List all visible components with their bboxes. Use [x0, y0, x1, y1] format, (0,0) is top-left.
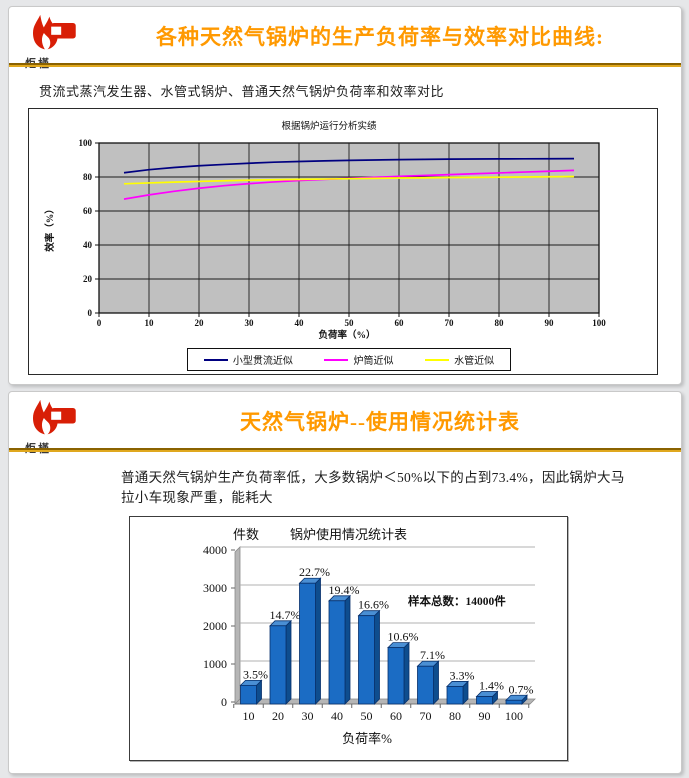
- x-tick-label: 40: [295, 318, 305, 328]
- x-tick-label: 70: [420, 709, 432, 723]
- legend-label: 水管近似: [454, 356, 495, 367]
- legend-item: 炉筒近似: [324, 352, 393, 367]
- y-tick-label: 20: [83, 274, 93, 284]
- company-logo: 炬槿: [25, 13, 95, 71]
- flame-logo-icon: [33, 399, 76, 435]
- y-tick-label: 80: [83, 172, 93, 182]
- efficiency-line-chart: 0 20 40 60 80 100 0 10 20 30 40 50 60 70 80 90 100 根据锅炉运行…: [44, 120, 606, 341]
- chart-legend: 小型贯流近似 炉筒近似 水管近似: [187, 348, 511, 371]
- slide-2-body-text: 普通天然气锅炉生产负荷率低，大多数锅炉＜50%以下的占到73.4%，因此锅炉大马…: [121, 470, 625, 505]
- legend-label: 小型贯流近似: [232, 356, 293, 367]
- x-tick-label: 50: [345, 318, 355, 328]
- bar-value-label: 10.6%: [388, 630, 419, 644]
- legend-item: 小型贯流近似: [203, 352, 293, 367]
- bar-side-3d: [315, 577, 321, 705]
- y-tick-label: 3000: [203, 581, 227, 595]
- header-rule: [9, 63, 681, 67]
- y-axis-title: 件数: [233, 527, 259, 542]
- bar: [269, 625, 287, 705]
- y-tick-label: 40: [83, 240, 93, 250]
- sample-total-note: 样本总数：14000件: [408, 594, 506, 608]
- x-tick-label: 80: [495, 318, 505, 328]
- x-axis-title: 负荷率%: [342, 731, 392, 746]
- slide-2-title: 天然气锅炉--使用情况统计表: [240, 410, 520, 434]
- x-tick-label: 60: [390, 709, 402, 723]
- legend-line-swatch: [203, 358, 228, 361]
- bar-value-label: 7.1%: [420, 648, 445, 662]
- x-tick-label: 100: [505, 709, 523, 723]
- bar: [358, 615, 375, 705]
- legend-label: 炉筒近似: [353, 356, 394, 367]
- bar: [476, 696, 493, 705]
- bar-value-label: 19.4%: [329, 583, 360, 597]
- slide-1-subtitle: 贯流式蒸汽发生器、水管式锅炉、普通天然气锅炉负荷率和效率对比: [39, 84, 445, 99]
- y-tick-label: 100: [79, 138, 93, 148]
- x-tick-label: 40: [331, 709, 343, 723]
- y-tick-label: 60: [83, 206, 93, 216]
- x-tick-label: 10: [243, 709, 255, 723]
- bar-side-3d: [285, 619, 292, 705]
- slide-2-header: 炬槿 天然气锅炉--使用情况统计表: [9, 392, 681, 455]
- y-tick-label: 1000: [203, 657, 227, 671]
- bar-value-label: 0.7%: [509, 682, 534, 696]
- bar: [417, 665, 434, 705]
- bar-value-label: 1.4%: [479, 679, 504, 693]
- legend-line-swatch: [425, 358, 450, 361]
- legend-item: 水管近似: [425, 352, 494, 367]
- x-tick-label: 30: [245, 318, 255, 328]
- bar-side-3d: [403, 641, 410, 705]
- slide-1-title: 各种天然气锅炉的生产负荷率与效率对比曲线:: [156, 25, 604, 49]
- x-tick-label: 80: [449, 709, 461, 723]
- bar: [446, 686, 464, 705]
- slide-2: 炬槿 天然气锅炉--使用情况统计表 普通天然气锅炉生产负荷率低，大多数锅炉＜50…: [8, 391, 682, 774]
- bar-side-3d: [344, 594, 351, 705]
- header-rule: [9, 448, 681, 452]
- x-tick-label: 90: [479, 709, 491, 723]
- bar: [240, 684, 257, 705]
- bar-side-3d: [374, 609, 380, 705]
- series-line: [123, 157, 575, 174]
- x-tick-label: 10: [145, 318, 155, 328]
- chart-title: 根据锅炉运行分析实绩: [281, 120, 377, 132]
- flame-logo-icon: [33, 14, 76, 50]
- bar-value-label: 16.6%: [358, 598, 389, 612]
- x-tick-label: 70: [445, 318, 455, 328]
- bar: [387, 647, 405, 705]
- slide-1-header: 炬槿 各种天然气锅炉的生产负荷率与效率对比曲线:: [9, 7, 681, 70]
- x-tick-label: 60: [395, 318, 405, 328]
- series-line: [123, 175, 575, 185]
- bar-side-3d: [433, 660, 439, 705]
- x-tick-label: 20: [272, 709, 284, 723]
- x-tick-label: 100: [592, 318, 606, 328]
- bar-value-label: 3.5%: [243, 667, 268, 681]
- y-axis-title: 效率（%）: [44, 204, 56, 252]
- line-chart-frame: 0 20 40 60 80 100 0 10 20 30 40 50 60 70 80 90 100 根据锅炉运行…: [28, 108, 658, 375]
- usage-bar-chart: 0 1000 2000 3000 4000 3.5% 10 14.7% 20 22.7% 30 19.…: [203, 527, 536, 746]
- bar-chart-frame: 0 1000 2000 3000 4000 3.5% 10 14.7% 20 22.7% 30 19.…: [129, 516, 568, 761]
- bar: [505, 699, 523, 705]
- bar: [299, 582, 316, 705]
- y-tick-label: 0: [88, 308, 93, 318]
- x-tick-label: 30: [302, 709, 314, 723]
- slide-1: 炬槿 各种天然气锅炉的生产负荷率与效率对比曲线: 贯流式蒸汽发生器、水管式锅炉、…: [8, 6, 682, 385]
- chart-title: 锅炉使用情况统计表: [290, 527, 407, 542]
- x-axis-title: 负荷率（%）: [318, 329, 375, 341]
- x-tick-label: 0: [97, 318, 102, 328]
- x-tick-label: 50: [361, 709, 373, 723]
- y-tick-label: 0: [221, 695, 227, 709]
- bar-value-label: 3.3%: [450, 668, 475, 682]
- bar-value-label: 14.7%: [270, 608, 301, 622]
- x-tick-label: 90: [545, 318, 555, 328]
- y-tick-label: 4000: [203, 543, 227, 557]
- x-tick-label: 20: [195, 318, 205, 328]
- wall-3d: [234, 546, 241, 705]
- company-logo: 炬槿: [25, 398, 95, 456]
- bar-value-label: 22.7%: [299, 565, 330, 579]
- y-tick-label: 2000: [203, 619, 227, 633]
- bar: [328, 600, 346, 705]
- legend-line-swatch: [324, 358, 349, 361]
